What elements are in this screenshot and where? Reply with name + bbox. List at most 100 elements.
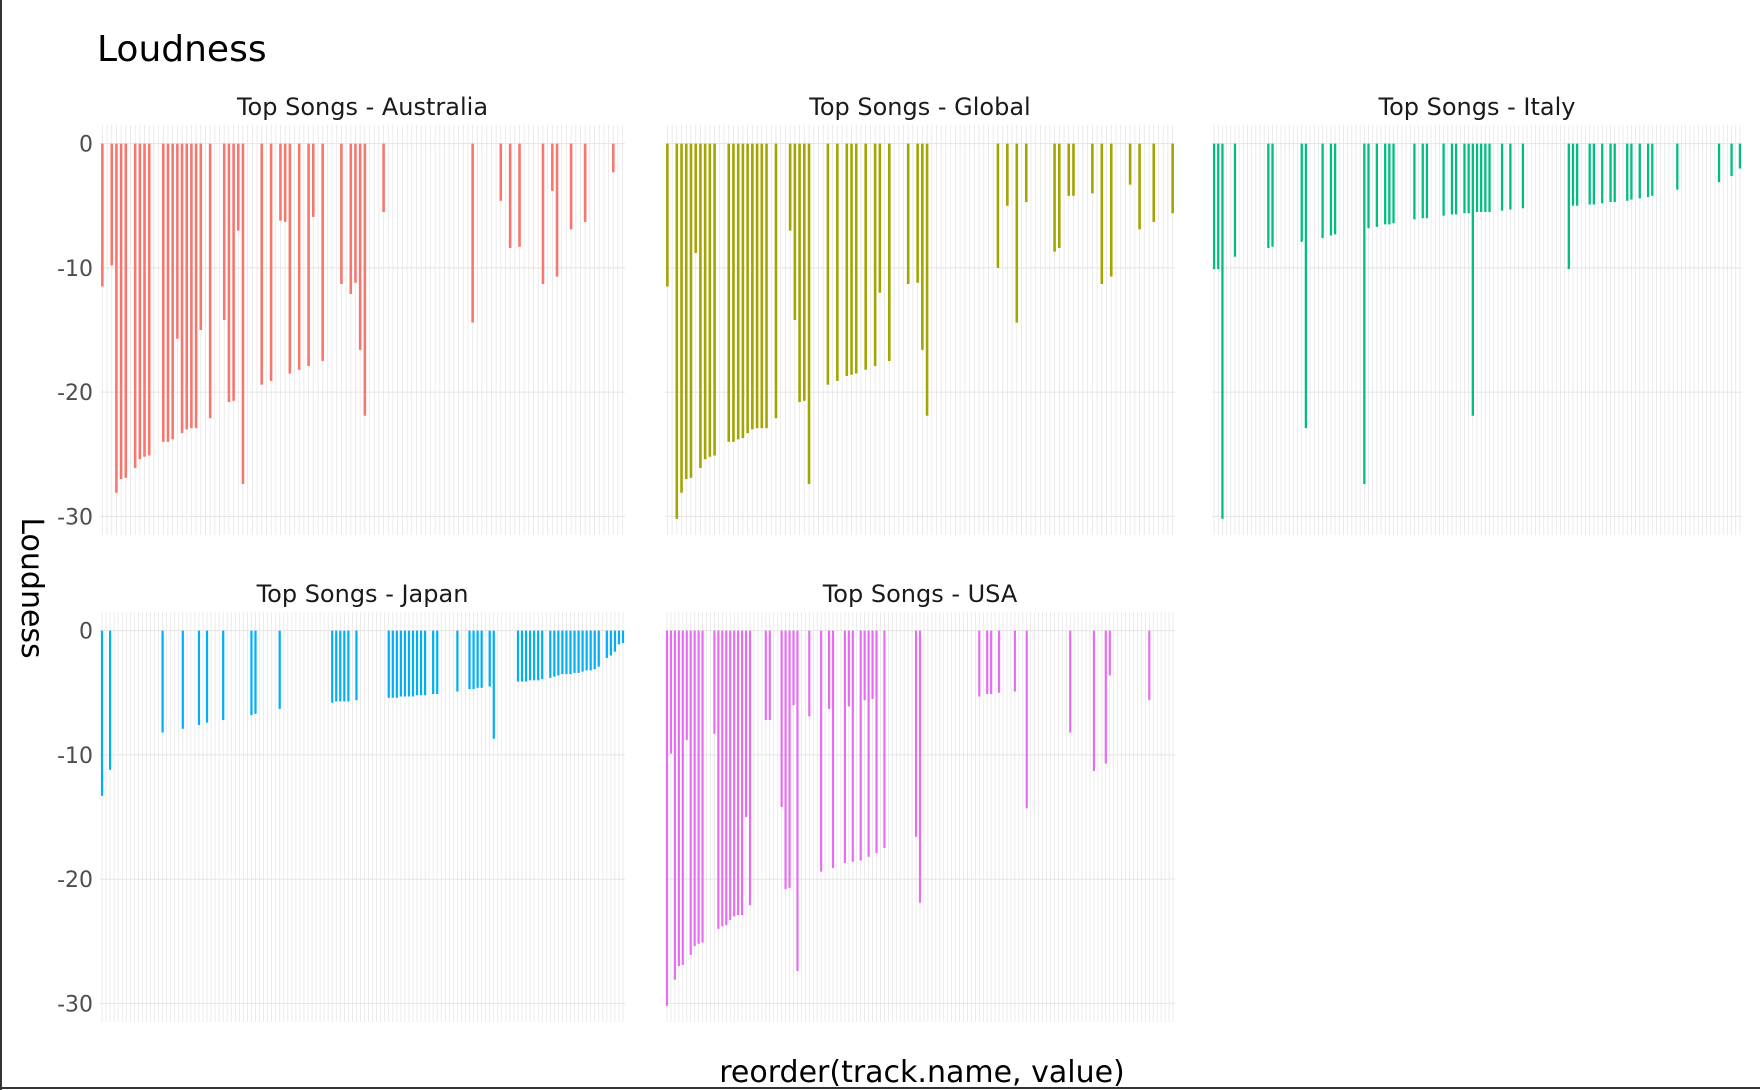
bar	[391, 630, 394, 698]
bar	[108, 630, 112, 770]
bar	[863, 630, 866, 701]
bar	[508, 143, 512, 248]
bar	[349, 143, 353, 294]
bar	[1646, 143, 1650, 198]
bar	[395, 630, 398, 698]
bar	[681, 630, 684, 965]
bar	[553, 630, 556, 677]
bar	[729, 630, 732, 921]
facet-panel: Top Songs - Australia 0 -10 -20 -30	[57, 93, 625, 535]
bar	[1392, 143, 1395, 224]
bar	[864, 143, 867, 370]
bar	[827, 630, 831, 709]
bar	[1467, 143, 1470, 214]
bar	[180, 143, 184, 434]
bar	[232, 143, 235, 401]
bar	[978, 630, 981, 697]
bar	[1053, 143, 1056, 252]
bar	[597, 630, 600, 667]
bar	[703, 143, 707, 460]
bar	[788, 143, 792, 231]
bar	[1006, 143, 1009, 206]
bar	[665, 630, 669, 1006]
bar	[147, 143, 151, 456]
bar	[254, 630, 257, 714]
bar	[693, 630, 696, 947]
bar	[355, 630, 358, 701]
bar	[859, 630, 862, 861]
bar	[194, 143, 198, 429]
bar	[499, 143, 503, 201]
bar	[585, 630, 588, 671]
bar	[161, 630, 164, 733]
bar	[1128, 143, 1132, 185]
bar	[793, 143, 797, 321]
bar	[354, 143, 357, 283]
bar	[1425, 143, 1429, 219]
bar	[986, 630, 989, 694]
bar	[411, 630, 415, 697]
bar	[549, 630, 552, 678]
bar	[436, 630, 439, 694]
bar	[751, 143, 754, 430]
bar	[906, 143, 910, 285]
bar	[363, 143, 367, 416]
bar	[415, 630, 419, 696]
bar	[1717, 143, 1721, 183]
bar	[561, 630, 564, 675]
bar	[733, 630, 736, 917]
bar	[1384, 143, 1387, 225]
bar	[358, 143, 362, 350]
bar	[768, 630, 771, 721]
bar	[533, 630, 536, 681]
bar	[701, 630, 704, 943]
bar	[914, 630, 918, 837]
bar	[725, 630, 728, 926]
bar	[736, 143, 740, 440]
bar	[1471, 143, 1474, 416]
bar	[1100, 143, 1104, 285]
bar	[1072, 143, 1075, 196]
bar	[171, 143, 174, 440]
bar	[124, 143, 128, 478]
bar	[492, 630, 495, 739]
bar	[755, 143, 759, 429]
bar	[557, 630, 560, 676]
bar	[1333, 143, 1337, 235]
frame-left-border	[0, 0, 2, 1090]
bar	[871, 630, 874, 699]
bar	[1571, 143, 1575, 206]
bar	[190, 143, 193, 429]
bar	[1104, 630, 1107, 764]
bar	[468, 630, 471, 690]
bar	[1304, 143, 1308, 429]
bar	[343, 630, 346, 702]
bar	[573, 630, 576, 673]
bar	[673, 630, 676, 980]
bar	[699, 143, 702, 468]
bar	[581, 630, 584, 672]
bar	[1212, 143, 1216, 270]
bar	[1091, 143, 1094, 194]
bar	[339, 630, 342, 702]
bar	[605, 630, 608, 658]
bar	[283, 143, 287, 222]
bar	[798, 143, 801, 403]
bar	[737, 630, 740, 916]
bar	[516, 630, 520, 682]
bar	[432, 630, 435, 694]
bar	[680, 143, 683, 493]
bar	[847, 630, 850, 707]
x-axis-label: reorder(track.name, value)	[719, 1055, 1125, 1090]
bar	[1413, 143, 1416, 220]
bar	[744, 630, 748, 817]
bar	[399, 630, 402, 697]
facet-label: Top Songs - Italy	[1378, 93, 1576, 121]
bar	[537, 630, 540, 681]
bar	[746, 143, 749, 434]
bar	[1025, 630, 1028, 809]
y-tick-label: 0	[79, 133, 93, 158]
bar	[387, 630, 390, 698]
bar	[1638, 143, 1641, 199]
